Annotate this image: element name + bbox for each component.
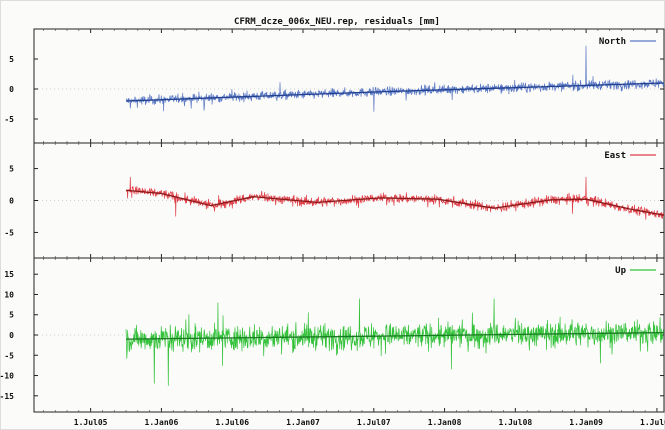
y-tick-label: -10 bbox=[0, 372, 14, 381]
trend-line-north bbox=[125, 82, 665, 102]
x-tick-label: 1.Jul09 bbox=[640, 418, 665, 427]
panel-up: -15 -10 -5 0 5 10 15 Up bbox=[0, 257, 665, 413]
x-axis: 1.Jul05 1.Jan06 1.Jul06 1.Jan07 1.Jul07 1.Jan… bbox=[74, 418, 665, 427]
x-tick-label: 1.Jan09 bbox=[569, 418, 603, 427]
y-tick-label: -5 bbox=[4, 228, 14, 237]
y-tick-label: 0 bbox=[9, 331, 14, 340]
panels-layer: -5 0 5 North -5 0 5 East -15 -10 -5 0 5 10 15 Up bbox=[0, 28, 665, 413]
y-tick-label: -5 bbox=[4, 115, 14, 124]
x-tick-label: 1.Jul05 bbox=[74, 418, 108, 427]
chart-title: CFRM_dcze_006x_NEU.rep, residuals [mm] bbox=[234, 16, 440, 27]
trend-line-up bbox=[125, 331, 665, 340]
x-tick-label: 1.Jan06 bbox=[145, 418, 179, 427]
x-tick-label: 1.Jul07 bbox=[357, 418, 391, 427]
y-tick-label: 10 bbox=[4, 290, 14, 299]
y-tick-label: 5 bbox=[9, 311, 14, 320]
x-tick-label: 1.Jul06 bbox=[215, 418, 249, 427]
y-tick-label: -5 bbox=[4, 351, 14, 360]
legend-label-up: Up bbox=[615, 266, 626, 276]
y-tick-label: -15 bbox=[0, 392, 14, 401]
x-tick-label: 1.Jan08 bbox=[428, 418, 462, 427]
y-tick-label: 5 bbox=[9, 55, 14, 64]
legend-label-east: East bbox=[604, 151, 626, 161]
y-tick-label: 5 bbox=[9, 165, 14, 174]
x-tick-label: 1.Jan07 bbox=[286, 418, 320, 427]
trend-line-east bbox=[125, 189, 665, 216]
x-tick-label: 1.Jul08 bbox=[498, 418, 532, 427]
legend-label-north: North bbox=[599, 37, 626, 47]
y-tick-label: 0 bbox=[9, 197, 14, 206]
y-tick-label: 15 bbox=[4, 270, 14, 279]
y-tick-label: 0 bbox=[9, 85, 14, 94]
